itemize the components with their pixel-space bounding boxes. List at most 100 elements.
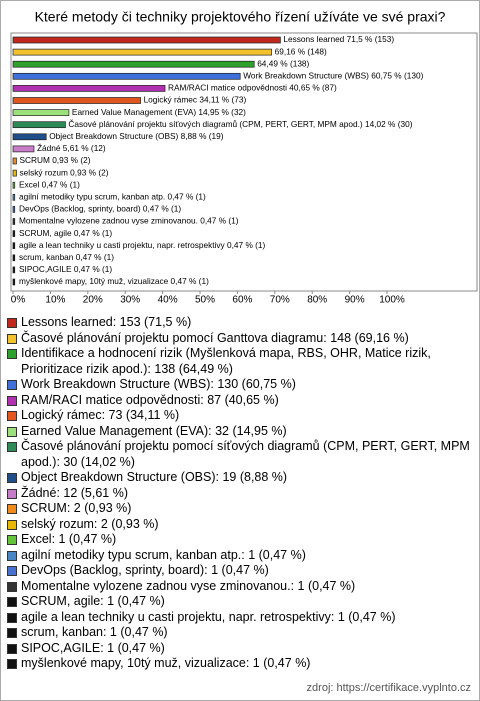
legend-item: Časové plánování projektu pomocí síťovýc… [7,439,473,470]
legend-label: Work Breakdown Structure (WBS): 130 (60,… [21,377,296,391]
legend-item: Work Breakdown Structure (WBS): 130 (60,… [7,377,473,393]
legend-swatch [7,597,17,607]
bar [12,278,16,286]
chart-title: Které metody či techniky projektového ří… [35,9,446,25]
bar [12,193,16,201]
legend-label: SCRUM: 2 (0,93 %) [21,501,132,515]
legend-swatch [7,333,17,344]
legend-label: Excel: 1 (0,47 %) [21,532,117,546]
x-tick-label: 50% [195,295,215,306]
data-label: SCRUM, agile 0,47 % (1) [19,228,112,238]
data-label: scrum, kanban 0,47 % (1) [19,252,114,262]
legend-item: Identifikace a hodnocení rizik (Myšlenko… [7,346,473,377]
legend-swatch [7,628,17,638]
data-label: DevOps (Backlog, sprinty, board) 0,47 % … [19,204,181,214]
bar [12,109,70,116]
legend-label: Logický rámec: 73 (34,11 %) [21,408,180,422]
bar [12,121,66,129]
bar [12,36,281,44]
data-label: Žádné 5,61 % (12) [37,143,106,153]
bar [12,97,141,104]
legend-item: Momentalne vylozene zadnou vyse zminovan… [7,579,473,595]
source: zdroj: https://certifikace.vyplnto.cz [306,682,471,694]
legend-label: SIPOC,AGILE: 1 (0,47 %) [21,640,165,655]
legend-item: Žádné: 12 (5,61 %) [7,486,473,502]
data-label: Earned Value Management (EVA) 14,95 % (3… [72,107,246,117]
legend-swatch [7,519,17,530]
legend-item: myšlenkové mapy, 10tý muž, vizualizace: … [7,656,473,672]
legend-swatch [7,550,17,561]
bar [12,254,16,262]
legend-swatch [7,349,17,359]
x-tick-label: 60% [232,295,252,306]
legend-label: Časové plánování projektu pomocí Ganttov… [21,330,409,345]
legend-item: Logický rámec: 73 (34,11 %) [7,408,473,424]
data-label: Časové plánování projektu síťových diagr… [68,119,412,129]
legend-item: Object Breakdown Structure (OBS): 19 (8,… [7,470,473,486]
bar [12,48,273,56]
legend-swatch [7,488,17,499]
bar [12,157,17,165]
bar [12,145,35,153]
legend-label: Žádné: 12 (5,61 %) [21,485,129,500]
bar [12,181,16,189]
data-label: SIPOC,AGILE 0,47 % (1) [19,264,112,274]
legend-swatch [7,643,17,654]
data-label: 64,49 % (138) [257,58,309,68]
legend-item: agile a lean techniky u casti projektu, … [7,610,473,626]
data-label: agilní metodiky typu scrum, kanban atp. … [19,191,206,201]
legend-label: Lessons learned: 153 (71,5 %) [21,315,192,329]
legend-swatch [7,535,17,545]
bar [12,133,47,141]
data-label: SCRUM 0,93 % (2) [19,155,90,165]
legend-swatch [7,380,17,390]
data-label: selský rozum 0,93 % (2) [19,167,108,177]
data-label: Lessons learned 71,5 % (153) [283,34,394,44]
data-label: Excel 0,47 % (1) [19,179,80,189]
legend-label: SCRUM, agile: 1 (0,47 %) [21,594,165,608]
bar [12,266,16,274]
data-label: Work Breakdown Structure (WBS) 60,75 % (… [243,70,423,80]
bar [12,60,255,68]
bar [12,218,16,225]
x-tick-label: 80% [307,295,327,306]
legend-item: Lessons learned: 153 (71,5 %) [7,315,473,331]
x-tick-label: 20% [83,295,103,306]
legend-label: agile a lean techniky u casti projektu, … [21,609,396,624]
legend-item: RAM/RACI matice odpovědnosti: 87 (40,65 … [7,393,473,409]
legend-swatch [7,504,17,514]
legend-swatch [7,395,17,406]
legend-item: scrum, kanban: 1 (0,47 %) [7,625,473,641]
bar [12,85,166,92]
x-tick-label: 30% [120,295,140,306]
legend-item: SCRUM: 2 (0,93 %) [7,501,473,517]
legend-label: scrum, kanban: 1 (0,47 %) [21,625,168,639]
x-tick-label: 0% [11,295,26,306]
legend-item: SIPOC,AGILE: 1 (0,47 %) [7,641,473,657]
x-tick-label: 40% [158,295,178,306]
legend-swatch [7,659,17,669]
legend-label: Object Breakdown Structure (OBS): 19 (8,… [21,470,288,484]
legend-item: Earned Value Management (EVA): 32 (14,95… [7,424,473,440]
data-label: Logický rámec 34,11 % (73) [144,95,247,105]
legend-swatch [7,442,17,452]
data-label: RAM/RACI matice odpovědnosti 40,65 % (87… [168,83,337,93]
bar [12,72,241,80]
x-tick-label: 100% [379,295,405,306]
legend-swatch [7,581,17,592]
x-tick-label: 10% [45,295,65,306]
legend-label: DevOps (Backlog, sprinty, board): 1 (0,4… [21,563,269,577]
bar [12,242,16,250]
data-label: Momentalne vylozene zadnou vyse zminovan… [19,216,239,226]
data-label: 69,16 % (148) [275,46,327,56]
legend-item: selský rozum: 2 (0,93 %) [7,517,473,533]
legend-swatch [7,426,17,437]
legend-label: Earned Value Management (EVA): 32 (14,95… [21,423,287,438]
data-label: Object Breakdown Structure (OBS) 8,88 % … [49,131,224,141]
legend-swatch [7,411,17,421]
legend-swatch [7,566,17,576]
legend-label: myšlenkové mapy, 10tý muž, vizualizace: … [21,656,311,670]
data-label: myšlenkové mapy, 10tý muž, vizualizace 0… [19,276,209,286]
legend-swatch [7,612,17,623]
legend-swatch [7,318,17,328]
